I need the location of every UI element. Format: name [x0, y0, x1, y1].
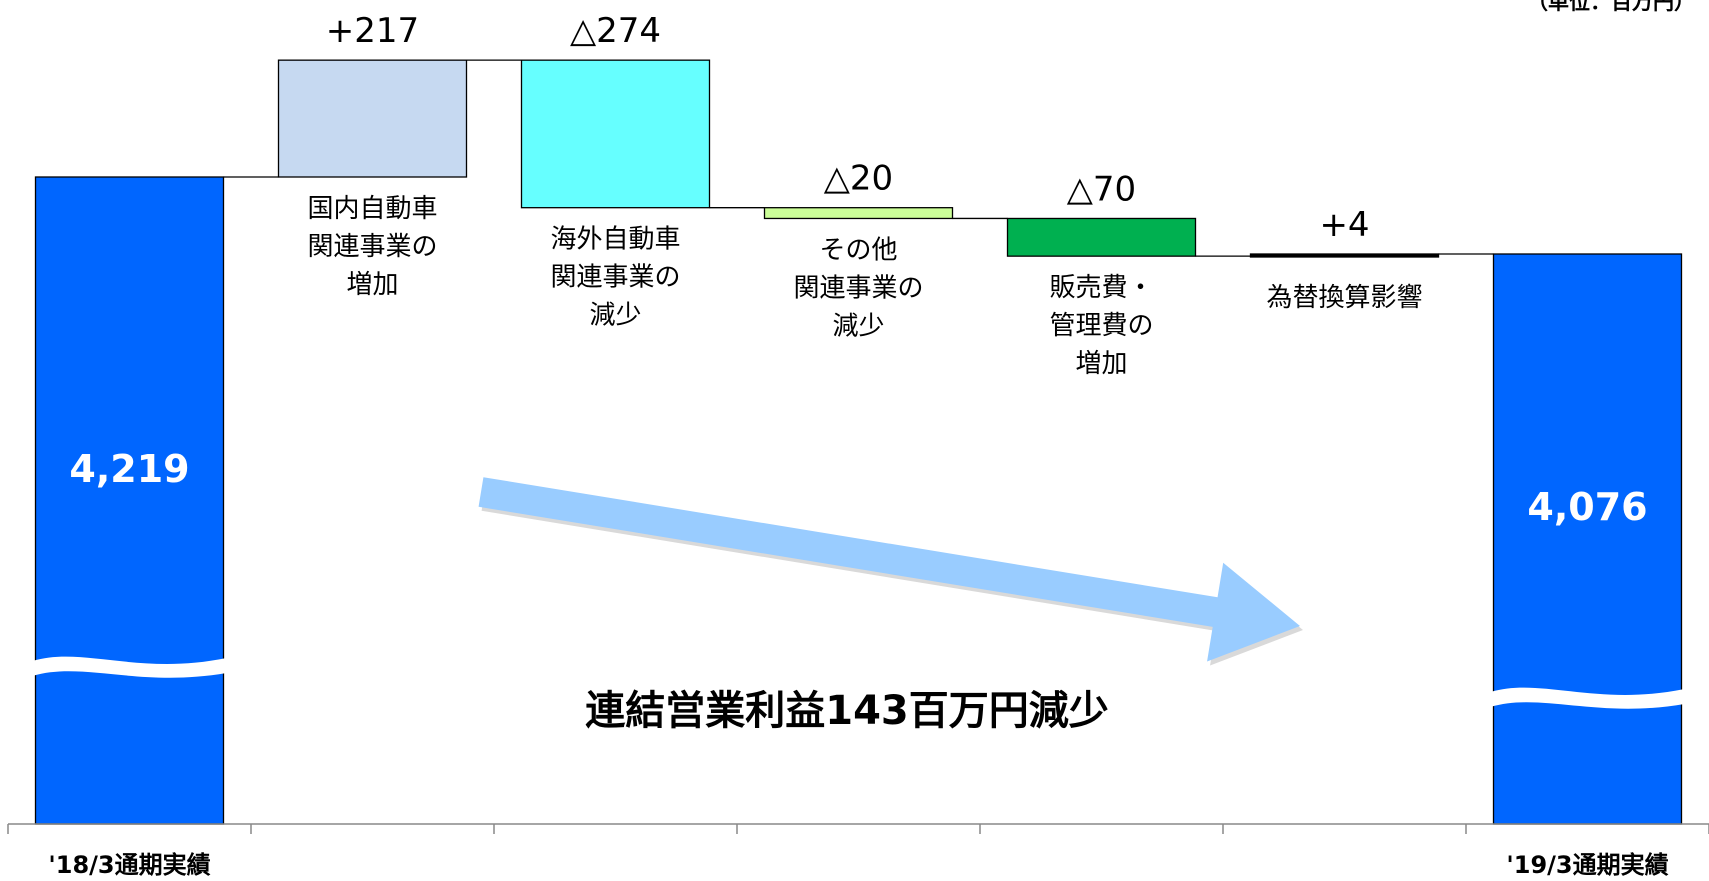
- start-bar: [34, 176, 225, 825]
- delta-label: △274: [570, 11, 661, 51]
- category-label: 販売費・: [1049, 273, 1153, 303]
- start-value-label: 4,219: [69, 447, 189, 491]
- delta-label: △70: [1067, 169, 1136, 209]
- step-bar: [1249, 253, 1440, 258]
- axis-break-mark: [1490, 687, 1685, 709]
- step-bar: [277, 59, 468, 178]
- category-label: 減少: [589, 301, 641, 331]
- end-value-label: 4,076: [1527, 485, 1647, 529]
- step-bar: [763, 207, 954, 220]
- delta-label: △20: [824, 159, 893, 199]
- category-label: その他: [819, 235, 897, 265]
- category-label: 国内自動車: [307, 194, 437, 224]
- category-label: 増加: [346, 270, 398, 300]
- delta-label: +217: [326, 11, 419, 51]
- unit-label: （単位：百万円）: [1527, 0, 1695, 14]
- category-label: 管理費の: [1049, 311, 1153, 341]
- end-category-label: '19/3通期実績: [1506, 851, 1668, 879]
- step-bar: [520, 59, 711, 209]
- delta-label: +4: [1319, 205, 1369, 245]
- category-label: 為替換算影響: [1266, 283, 1422, 313]
- category-label: 海外自動車: [550, 225, 680, 255]
- step-bar: [1006, 217, 1197, 257]
- category-label: 減少: [832, 311, 884, 341]
- category-label: 関連事業の: [307, 232, 437, 262]
- trend-arrow: [478, 477, 1300, 662]
- headline-text: 連結営業利益143百万円減少: [585, 688, 1109, 734]
- category-label: 関連事業の: [550, 263, 680, 293]
- category-label: 増加: [1075, 349, 1127, 379]
- axis-break-mark: [32, 656, 227, 678]
- category-label: 関連事業の: [793, 273, 923, 303]
- start-category-label: '18/3通期実績: [48, 851, 210, 879]
- end-bar: [1492, 253, 1683, 825]
